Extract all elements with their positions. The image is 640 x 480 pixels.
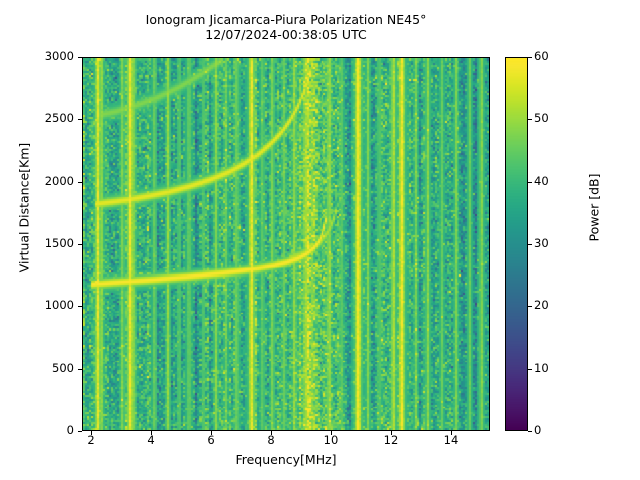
colorbar-tick-mark <box>528 119 532 120</box>
colorbar-frame <box>505 57 528 431</box>
y-tick-label: 0 <box>66 423 74 437</box>
y-tick-mark <box>78 369 82 370</box>
x-tick-mark <box>331 431 332 435</box>
y-tick-mark <box>78 306 82 307</box>
colorbar-tick-label: 0 <box>534 423 542 437</box>
x-axis-label: Frequency[MHz] <box>235 452 337 467</box>
colorbar-tick-label: 20 <box>534 298 549 313</box>
y-tick-mark <box>78 431 82 432</box>
x-tick-mark <box>91 431 92 435</box>
colorbar-tick-label: 10 <box>534 360 549 375</box>
figure-title-line2: 12/07/2024-00:38:05 UTC <box>205 27 367 42</box>
x-tick-label: 10 <box>323 433 339 447</box>
colorbar-tick-label: 40 <box>534 173 549 188</box>
colorbar-tick-label: 30 <box>534 236 549 250</box>
x-tick-mark <box>391 431 392 435</box>
colorbar-tick-mark <box>528 244 532 245</box>
y-tick-label: 3000 <box>44 49 74 63</box>
x-tick-mark <box>211 431 212 435</box>
figure-title-line1: Ionogram Jicamarca-Piura Polarization NE… <box>145 12 427 27</box>
y-tick-label: 1000 <box>44 298 74 313</box>
y-axis-label: Virtual Distance[Km] <box>16 142 32 273</box>
x-tick-label: 14 <box>443 433 459 447</box>
ionogram-heatmap <box>83 58 489 430</box>
colorbar-tick-mark <box>528 306 532 307</box>
colorbar-tick-mark <box>528 431 532 432</box>
x-tick-label: 6 <box>207 433 215 447</box>
y-tick-label: 2000 <box>44 173 74 188</box>
y-tick-label: 1500 <box>44 236 74 250</box>
colorbar-label: Power [dB] <box>586 173 602 242</box>
y-tick-label: 2500 <box>44 111 74 126</box>
y-tick-mark <box>78 182 82 183</box>
y-tick-mark <box>78 244 82 245</box>
x-tick-label: 4 <box>147 433 155 447</box>
y-tick-mark <box>78 119 82 120</box>
figure-title: Ionogram Jicamarca-Piura Polarization NE… <box>82 12 490 42</box>
colorbar-tick-label: 50 <box>534 111 549 126</box>
x-tick-label: 2 <box>87 433 95 447</box>
x-tick-label: 8 <box>267 433 275 447</box>
y-tick-label: 500 <box>52 360 74 375</box>
colorbar-tick-mark <box>528 369 532 370</box>
x-tick-mark <box>151 431 152 435</box>
plot-axes-frame <box>82 57 490 431</box>
x-tick-mark <box>271 431 272 435</box>
x-tick-mark <box>451 431 452 435</box>
y-tick-mark <box>78 57 82 58</box>
colorbar-gradient <box>506 58 527 430</box>
colorbar-tick-mark <box>528 57 532 58</box>
colorbar-tick-label: 60 <box>534 49 549 63</box>
colorbar-tick-mark <box>528 182 532 183</box>
x-tick-label: 12 <box>383 433 399 447</box>
